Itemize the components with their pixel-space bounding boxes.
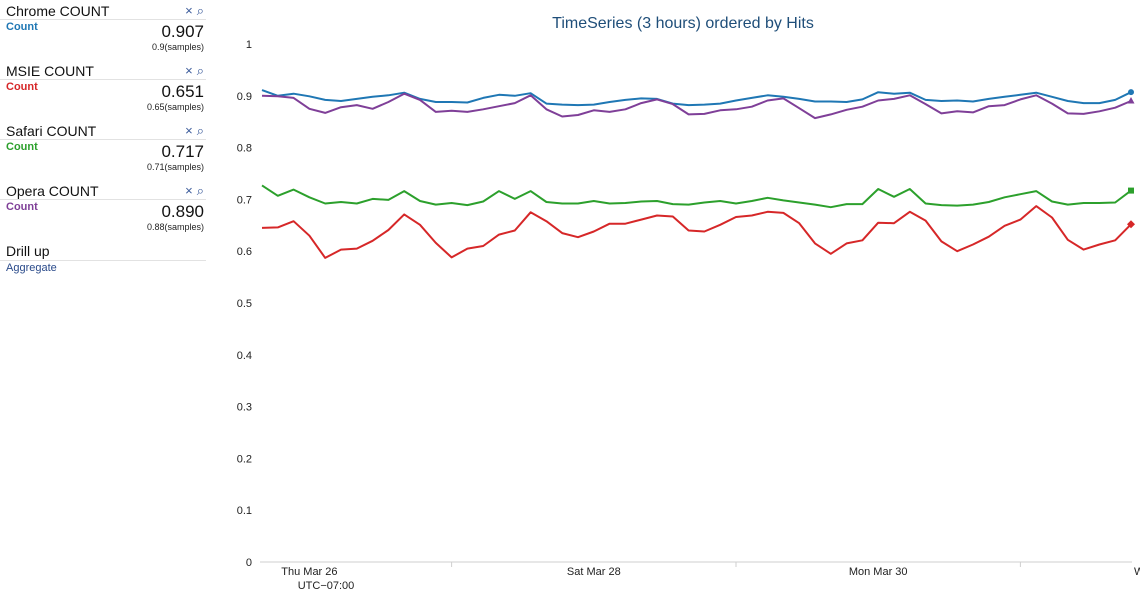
zoom-icon[interactable]: ⌕	[196, 183, 204, 198]
series-end-marker-1	[1127, 220, 1135, 229]
metric-samples: 0.71(samples)	[146, 162, 204, 172]
divider	[0, 79, 206, 80]
y-axis: 0 0.1 0.2 0.3 0.4 0.5 0.6 0.7 0.8 0.9 1	[237, 39, 252, 569]
y-tick-label: 0.5	[237, 298, 252, 310]
y-tick-label: 0.8	[237, 143, 252, 155]
drill-up-label: Drill up	[6, 243, 50, 259]
metric-tools: × ⌕	[181, 183, 204, 199]
metric-sublabel[interactable]: Count	[6, 141, 38, 153]
y-tick-label: 0.9	[237, 91, 252, 103]
metric-sublabel[interactable]: Count	[6, 21, 38, 33]
remove-icon[interactable]: ×	[185, 123, 193, 138]
x-tick-label: Sat Mar 28	[567, 566, 621, 578]
divider	[0, 139, 206, 140]
series-end-marker-0	[1128, 89, 1134, 96]
plot-lines	[261, 89, 1135, 259]
metric-value: 0.890	[161, 202, 204, 221]
metric-tools: × ⌕	[181, 123, 204, 139]
series-end-marker-3	[1127, 96, 1135, 104]
zoom-icon[interactable]: ⌕	[196, 63, 204, 78]
series-end-marker-2	[1128, 187, 1134, 194]
x-tick-label: Thu Mar 26	[281, 566, 337, 578]
metric-panel: Safari COUNT × ⌕ Count 0.717 0.71(samples)	[0, 120, 206, 180]
metric-panel: Opera COUNT × ⌕ Count 0.890 0.88(samples)	[0, 180, 206, 240]
metric-panel: Chrome COUNT × ⌕ Count 0.907 0.9(samples)	[0, 0, 206, 60]
series-line-2	[261, 184, 1132, 209]
aggregate-link[interactable]: Aggregate	[6, 262, 57, 274]
remove-icon[interactable]: ×	[185, 183, 193, 198]
y-tick-label: 0.2	[237, 453, 252, 465]
metric-samples: 0.88(samples)	[146, 222, 204, 232]
metric-samples: 0.65(samples)	[146, 102, 204, 112]
series-line-1	[261, 205, 1132, 259]
metric-value: 0.717	[161, 142, 204, 161]
remove-icon[interactable]: ×	[185, 63, 193, 78]
x-tick-label: Wed Apr 01	[1134, 566, 1140, 578]
zoom-icon[interactable]: ⌕	[196, 123, 204, 138]
series-line-3	[261, 92, 1132, 120]
y-tick-label: 0	[246, 557, 252, 569]
chart-title: TimeSeries (3 hours) ordered by Hits	[552, 15, 814, 32]
metric-name[interactable]: Opera COUNT	[6, 183, 99, 199]
metric-name[interactable]: MSIE COUNT	[6, 63, 94, 79]
drill-up-panel: Drill up Aggregate	[0, 240, 206, 280]
metric-value: 0.907	[161, 22, 204, 41]
y-tick-label: 0.3	[237, 402, 252, 414]
y-tick-label: 0.1	[237, 505, 252, 517]
metric-value: 0.651	[161, 82, 204, 101]
metric-tools: × ⌕	[181, 3, 204, 19]
timezone-label: UTC−07:00	[298, 580, 355, 592]
x-axis: Thu Mar 26 Sat Mar 28 Mon Mar 30 Wed Apr 01	[281, 562, 1140, 578]
series-line-0	[261, 89, 1132, 107]
metric-sublabel[interactable]: Count	[6, 81, 38, 93]
divider	[0, 260, 206, 261]
metric-panel: MSIE COUNT × ⌕ Count 0.651 0.65(samples)	[0, 60, 206, 120]
divider	[0, 19, 206, 20]
y-tick-label: 1	[246, 39, 252, 51]
x-tick-label: Mon Mar 30	[849, 566, 908, 578]
metric-tools: × ⌕	[181, 63, 204, 79]
metric-sublabel[interactable]: Count	[6, 201, 38, 213]
zoom-icon[interactable]: ⌕	[196, 3, 204, 18]
y-tick-label: 0.4	[237, 350, 252, 362]
divider	[0, 199, 206, 200]
metric-samples: 0.9(samples)	[151, 42, 204, 52]
metric-name[interactable]: Safari COUNT	[6, 123, 97, 139]
metric-name[interactable]: Chrome COUNT	[6, 3, 110, 19]
y-tick-label: 0.7	[237, 194, 252, 206]
metrics-sidebar: Chrome COUNT × ⌕ Count 0.907 0.9(samples) MSIE…	[0, 0, 206, 280]
y-tick-label: 0.6	[237, 246, 252, 258]
remove-icon[interactable]: ×	[185, 3, 193, 18]
